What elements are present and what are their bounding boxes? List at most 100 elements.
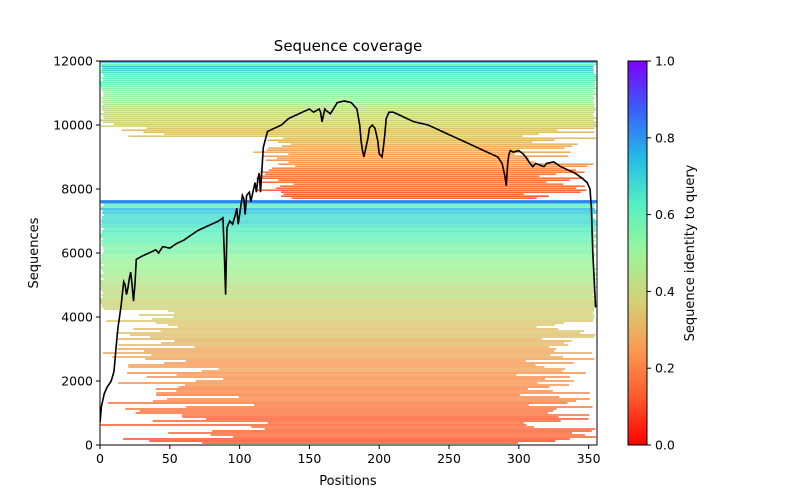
colorbar-label: Sequence identity to query	[683, 164, 698, 341]
coverage-row	[103, 75, 597, 77]
coverage-row	[102, 73, 596, 75]
coverage-row	[155, 322, 565, 324]
coverage-row	[146, 127, 595, 129]
coverage-row	[184, 384, 570, 386]
coverage-row	[260, 171, 585, 173]
coverage-row	[125, 408, 557, 410]
coverage-row	[283, 137, 596, 139]
coverage-row	[283, 193, 524, 195]
x-tick-label: 150	[297, 451, 321, 466]
coverage-row	[101, 113, 593, 115]
coverage-row	[288, 153, 515, 155]
coverage-row	[102, 252, 595, 254]
coverage-row	[266, 149, 520, 151]
plot-area	[100, 61, 597, 444]
coverage-row	[118, 338, 542, 340]
y-tick-label: 6000	[61, 246, 93, 261]
coverage-row	[101, 97, 596, 99]
x-tick-label: 250	[437, 451, 461, 466]
coverage-row	[102, 212, 597, 214]
coverage-row	[291, 197, 537, 199]
coverage-row	[238, 396, 560, 398]
coverage-row	[210, 434, 585, 436]
coverage-row	[101, 89, 595, 91]
coverage-row	[100, 286, 597, 288]
coverage-row	[100, 298, 594, 300]
coverage-row	[218, 368, 565, 370]
colorbar-tick-label: 0.0	[655, 438, 675, 453]
coverage-row	[100, 280, 596, 282]
coverage-row	[178, 326, 537, 328]
coverage-row	[103, 248, 594, 250]
block-top-band	[100, 200, 597, 204]
coverage-row	[102, 290, 596, 292]
coverage-row	[267, 139, 555, 141]
coverage-row	[103, 93, 597, 95]
coverage-row	[174, 340, 572, 342]
coverage-row	[139, 314, 594, 316]
coverage-row	[173, 316, 595, 318]
coverage-row	[101, 232, 594, 234]
coverage-row	[186, 406, 593, 408]
coverage-row	[100, 119, 594, 121]
coverage-row	[101, 224, 597, 226]
colorbar-ticks: 0.0 0.2 0.4 0.6 0.8 1.0	[647, 54, 675, 453]
coverage-row	[101, 105, 595, 107]
coverage-row	[127, 372, 586, 374]
coverage-row	[103, 352, 592, 354]
coverage-row	[100, 236, 597, 238]
coverage-row	[103, 250, 594, 252]
coverage-row	[101, 107, 596, 109]
coverage-row	[101, 226, 596, 228]
coverage-row	[288, 161, 535, 163]
coverage-row	[254, 404, 529, 406]
coverage-row	[256, 189, 587, 191]
y-tick-label: 0	[85, 438, 93, 453]
coverage-row	[101, 216, 594, 218]
coverage-row	[101, 220, 597, 222]
coverage-row	[156, 392, 590, 394]
coverage-row	[278, 141, 533, 143]
coverage-row	[202, 442, 518, 444]
coverage-row	[100, 266, 594, 268]
coverage-row	[103, 308, 595, 310]
coverage-row	[102, 79, 597, 81]
coverage-row	[258, 175, 540, 177]
coverage-row	[151, 318, 594, 320]
coverage-row	[115, 332, 581, 334]
chart-title: Sequence coverage	[274, 37, 422, 55]
coverage-row	[128, 366, 545, 368]
coverage-row	[100, 208, 595, 210]
coverage-row	[130, 334, 596, 336]
coverage-row	[149, 336, 595, 338]
coverage-row	[185, 360, 526, 362]
coverage-row	[275, 187, 577, 189]
coverage-row	[205, 418, 589, 420]
coverage-row	[112, 356, 564, 358]
coverage-row	[103, 228, 597, 230]
coverage-row	[167, 398, 590, 400]
coverage-row	[149, 440, 556, 442]
coverage-row	[101, 268, 597, 270]
coverage-row	[103, 292, 596, 294]
coverage-row	[176, 390, 553, 392]
coverage-row	[117, 348, 557, 350]
coverage-row	[100, 424, 527, 426]
coverage-row	[293, 183, 564, 185]
coverage-row	[265, 159, 530, 161]
coverage-row	[101, 206, 594, 208]
coverage-row	[101, 87, 597, 89]
colorbar-tick-label: 0.6	[655, 207, 675, 222]
coverage-row	[101, 258, 593, 260]
coverage-row	[101, 77, 597, 79]
coverage-row	[101, 242, 594, 244]
coverage-row	[295, 165, 588, 167]
coverage-row	[267, 422, 524, 424]
coverage-row	[182, 414, 590, 416]
coverage-row	[100, 262, 593, 264]
x-axis-label: Positions	[319, 474, 377, 489]
coverage-row	[121, 129, 558, 131]
coverage-row	[262, 155, 569, 157]
coverage-row	[114, 123, 596, 125]
